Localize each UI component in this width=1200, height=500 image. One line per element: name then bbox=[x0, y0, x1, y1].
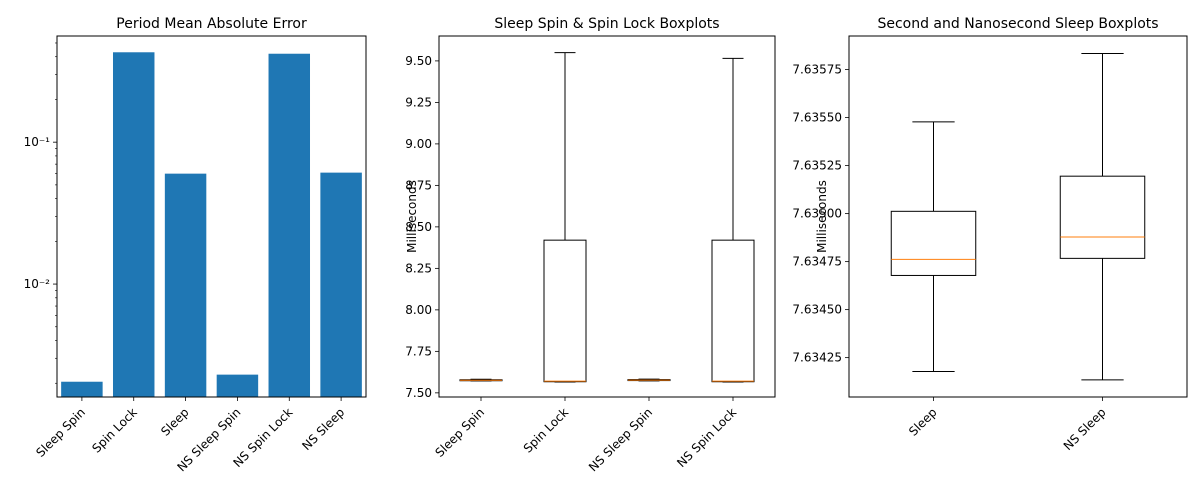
y-tick-label: 7.63525 bbox=[792, 159, 842, 173]
y-axis-label: Milliseconds bbox=[815, 180, 829, 253]
y-tick-label: 7.63450 bbox=[792, 303, 842, 317]
axes-frame bbox=[56, 35, 367, 398]
y-tick-label: 9.00 bbox=[405, 137, 432, 151]
axes-frame bbox=[438, 35, 776, 398]
bar bbox=[112, 52, 155, 397]
box-iqr bbox=[543, 239, 587, 383]
y-tick-label: 8.00 bbox=[405, 303, 432, 317]
chart-title: Sleep Spin & Spin Lock Boxplots bbox=[494, 16, 719, 32]
y-tick-label: 7.63500 bbox=[792, 207, 842, 221]
box-iqr bbox=[890, 210, 977, 276]
box-2 bbox=[543, 52, 587, 383]
box-iqr bbox=[1059, 175, 1146, 259]
y-tick-label: 9.50 bbox=[405, 54, 432, 68]
box-1 bbox=[890, 121, 977, 372]
y-tick-label: 10⁻¹ bbox=[24, 135, 51, 149]
y-tick-label: 10⁻² bbox=[24, 277, 51, 291]
chart-title: Second and Nanosecond Sleep Boxplots bbox=[877, 16, 1158, 32]
bar bbox=[61, 381, 103, 397]
y-tick-label: 7.63475 bbox=[792, 255, 842, 269]
y-tick-label: 9.25 bbox=[405, 95, 432, 109]
y-tick-label: 7.63425 bbox=[792, 351, 842, 365]
y-axis-label: Milliseconds bbox=[405, 180, 419, 253]
box-iqr bbox=[711, 239, 755, 383]
bar bbox=[320, 172, 362, 397]
y-tick-label: 8.25 bbox=[405, 261, 432, 275]
y-tick-label: 7.63575 bbox=[792, 63, 842, 77]
y-tick-label: 8.50 bbox=[405, 220, 432, 234]
box-1 bbox=[459, 378, 503, 382]
chart-title: Period Mean Absolute Error bbox=[116, 16, 307, 32]
y-tick-label: 7.50 bbox=[405, 386, 432, 400]
y-tick-label: 7.63550 bbox=[792, 111, 842, 125]
y-tick-label: 7.75 bbox=[405, 344, 432, 358]
bar bbox=[268, 53, 311, 398]
bar bbox=[164, 173, 207, 397]
box-4 bbox=[711, 57, 755, 383]
y-tick-label: 8.75 bbox=[405, 178, 432, 192]
axes-frame bbox=[848, 35, 1188, 398]
bar bbox=[216, 374, 259, 397]
box-3 bbox=[627, 378, 671, 382]
box-2 bbox=[1059, 52, 1146, 381]
